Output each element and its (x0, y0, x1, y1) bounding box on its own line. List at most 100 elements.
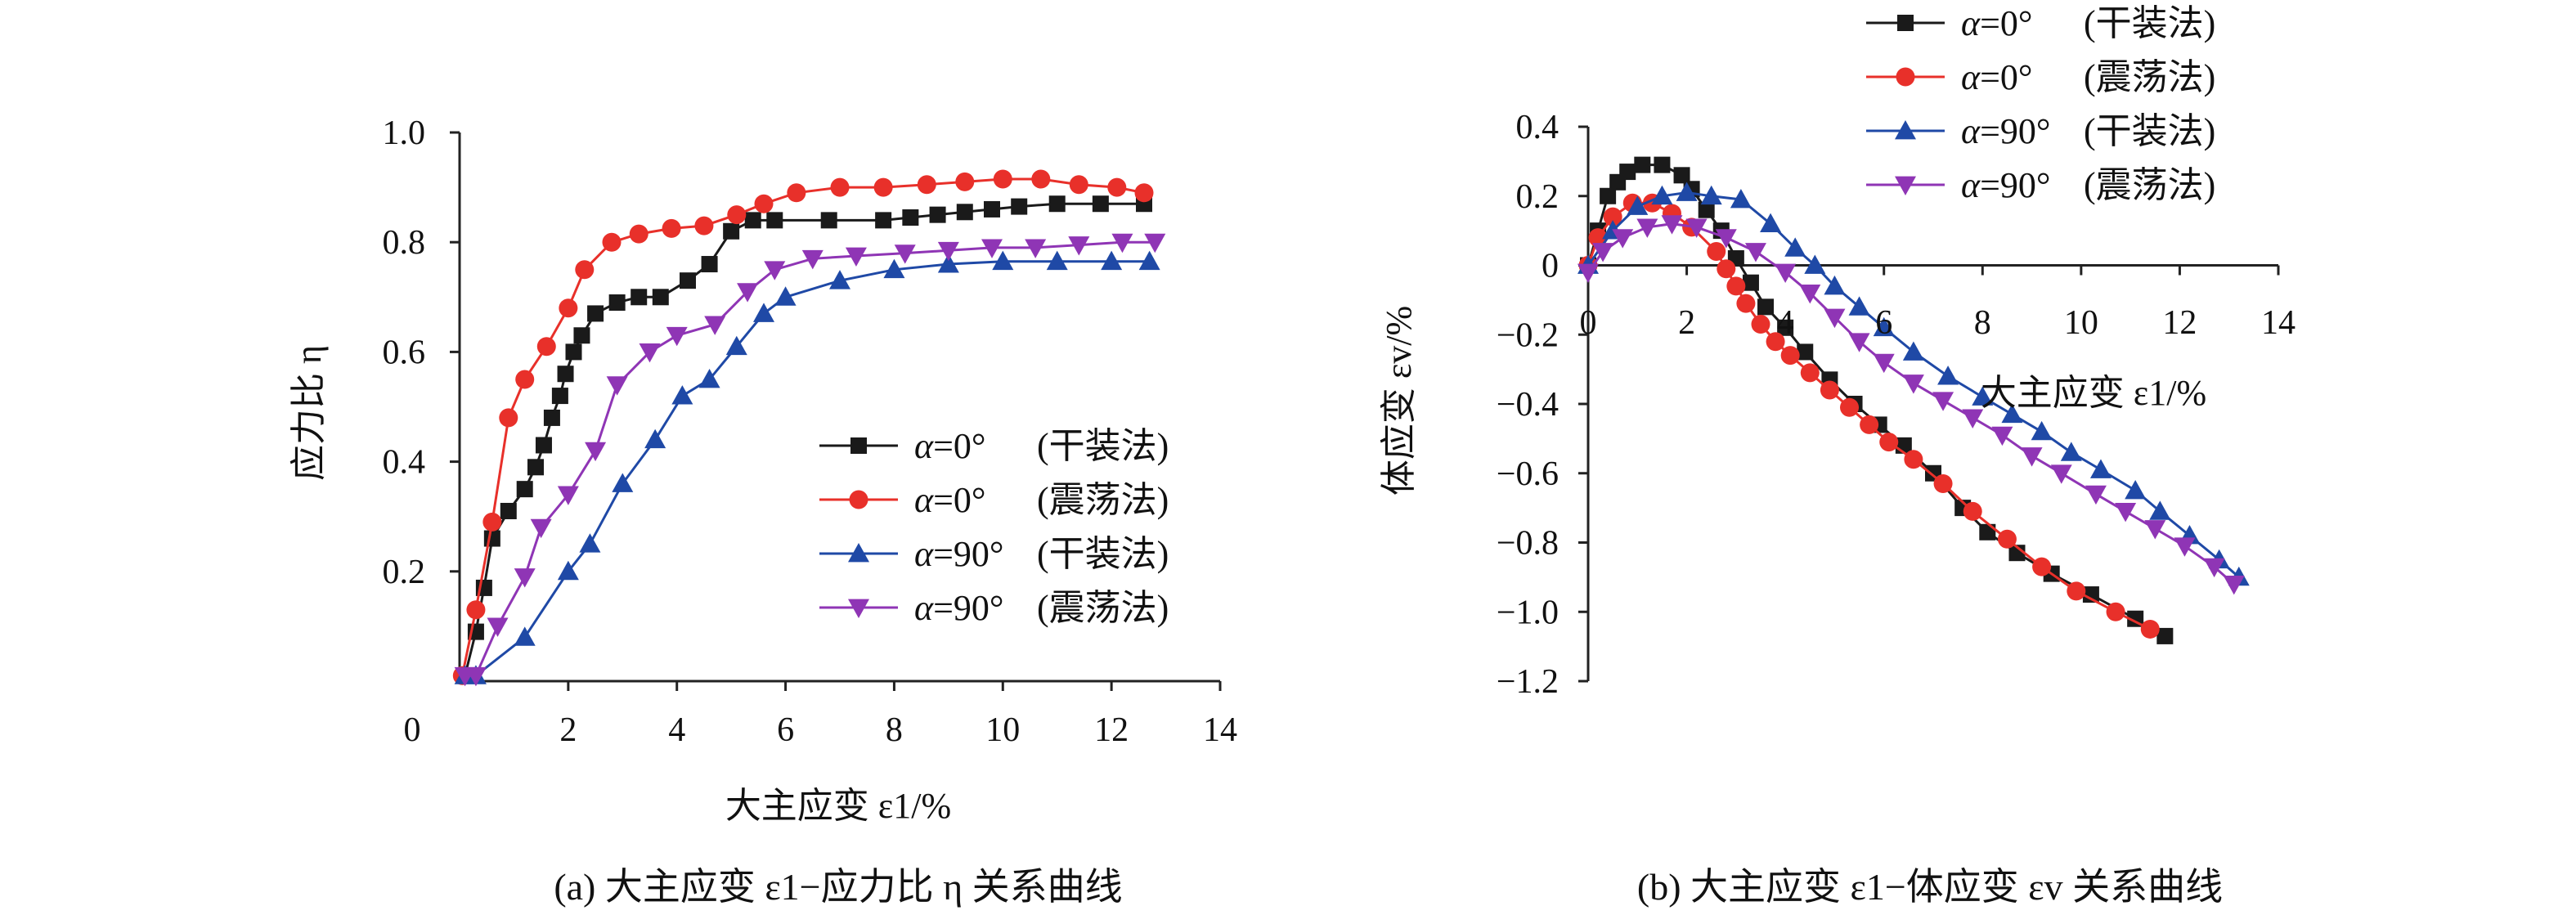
chart-a-legend-label: α=0° (震荡法) (914, 480, 1169, 520)
chart-b-data-point (1592, 243, 1614, 262)
chart-a-data-point (992, 250, 1014, 271)
chart-a-data-point (557, 486, 579, 505)
chart-a-data-point (1068, 236, 1090, 256)
chart-a-data-point (727, 205, 747, 225)
chart-b-caption: (b) 大主应变 ε1−体应变 εv 关系曲线 (1637, 866, 2223, 908)
chart-b-data-point (2082, 586, 2099, 603)
chart-a-data-point (515, 370, 535, 389)
chart-a-data-point (1011, 198, 1028, 215)
chart-a-data-point (557, 560, 579, 581)
chart-b-data-point (1997, 529, 2017, 549)
chart-a-data-point (612, 473, 634, 492)
chart-a-data-point (993, 169, 1012, 189)
chart-a-legend-marker (848, 599, 869, 618)
chart-b-legend-item: α=0° (干装法) (1866, 3, 2215, 43)
chart-b-data-point (2125, 479, 2147, 500)
chart-b-legend-label: α=0° (震荡法) (1961, 57, 2215, 97)
chart-a-legend-marker (848, 543, 869, 563)
chart-a-origin-label: 0 (404, 711, 421, 749)
chart-b-data-point (1744, 243, 1766, 262)
chart-b-x-tick-label: 14 (2261, 304, 2296, 342)
chart-a-y-axis-label: 应力比 η (289, 345, 329, 481)
chart-b-data-point (1780, 346, 1800, 366)
chart-a-data-point (551, 388, 568, 405)
chart-a-data-point (482, 512, 502, 532)
chart-a-data-point (725, 335, 747, 356)
chart-b-legend-item: α=90° (震荡法) (1866, 165, 2215, 205)
chart-b-legend-label: α=90° (震荡法) (1961, 165, 2215, 205)
chart-b-data-point (1904, 450, 1923, 469)
chart-b-data-point (1902, 375, 1924, 394)
chart-a-data-point (602, 232, 622, 252)
chart-a-data-point (774, 286, 797, 306)
chart-a-data-point (514, 626, 536, 646)
chart-b-data-point (1742, 274, 1759, 291)
chart-b-data-point (1577, 263, 1599, 283)
chart-b-data-point (1820, 380, 1839, 400)
chart-b-data-point (1775, 263, 1797, 283)
chart-b-data-point (2089, 459, 2112, 478)
chart-a-data-point (937, 241, 959, 262)
chart-b-x-tick-label: 0 (1580, 304, 1597, 342)
chart-a-data-point (723, 222, 740, 240)
chart-b-data-point (1654, 156, 1671, 173)
chart-a-data-point (487, 617, 509, 637)
chart-a-x-tick-label: 8 (886, 711, 903, 749)
chart-a-data-point (557, 366, 574, 383)
chart-b-data-point (1784, 237, 1806, 257)
chart-a-legend-item: α=90° (干装法) (819, 534, 1169, 574)
chart-b-data-point (1673, 167, 1690, 184)
chart-a-legend-label: α=90° (干装法) (914, 534, 1169, 574)
chart-a-data-point (956, 204, 973, 221)
chart-b-x-tick-label: 4 (1777, 304, 1794, 342)
chart-a-legend-label: α=0° (干装法) (914, 426, 1169, 466)
chart-b-data-point (2149, 500, 2171, 520)
chart-a-y-tick-label: 0.8 (383, 224, 426, 262)
chart-b-legend-marker (1897, 15, 1914, 31)
chart-a-data-point (830, 177, 850, 197)
chart-a-data-point (606, 376, 628, 396)
chart-b-data-point (2223, 575, 2245, 595)
chart-b-legend-item: α=90° (干装法) (1866, 111, 2215, 151)
chart-b-data-point (1963, 501, 1982, 521)
chart-a-data-point (917, 175, 936, 195)
chart-a-data-point (1101, 250, 1123, 271)
chart-a-data-point (704, 316, 726, 335)
chart-a-legend-marker (850, 437, 867, 454)
chart-a-data-point (820, 212, 837, 229)
chart-a-data-point (737, 283, 759, 303)
chart-a-series-1 (452, 169, 1154, 685)
chart-b-legend-marker (1895, 120, 1916, 140)
chart-a-data-point (629, 224, 648, 244)
chart-a-series-0 (456, 195, 1152, 684)
chart-a-data-point (565, 343, 582, 361)
chart-b-data-point (1588, 228, 1608, 248)
chart-b-data-point (1824, 275, 1846, 295)
chart-b-series (1577, 156, 2250, 644)
chart-b-data-point (1848, 333, 1870, 352)
chart-b-y-tick-label: −1.2 (1497, 663, 1559, 701)
chart-b-data-point (1848, 296, 1870, 316)
chart-b-data-point (2156, 627, 2174, 644)
chart-a-data-point (483, 530, 500, 547)
chart-a-data-point (464, 666, 487, 687)
chart-b-data-point (1760, 213, 1782, 233)
chart-b-data-point (2067, 581, 2086, 601)
chart-b-data-point (1707, 242, 1726, 262)
chart-a-caption: (a) 大主应变 ε1−应力比 η 关系曲线 (554, 866, 1122, 908)
chart-b-legend-marker (1895, 176, 1916, 195)
chart-a-x-tick-label: 14 (1203, 711, 1237, 749)
chart-b-data-point (1840, 397, 1860, 417)
chart-a-data-point (873, 177, 893, 197)
chart-a-series-3 (454, 233, 1166, 687)
chart-a-data-point (753, 303, 774, 322)
chart-b-data-point (2106, 602, 2125, 621)
chart-a-data-point (608, 294, 626, 312)
chart-a-axes (450, 131, 1222, 691)
chart-a-data-point (575, 260, 595, 280)
chart-a-data-point (701, 256, 718, 273)
chart-a-data-point (1107, 177, 1127, 197)
chart-a-data-point (766, 212, 783, 229)
chart-a-y-tick-label: 0.6 (383, 334, 426, 371)
